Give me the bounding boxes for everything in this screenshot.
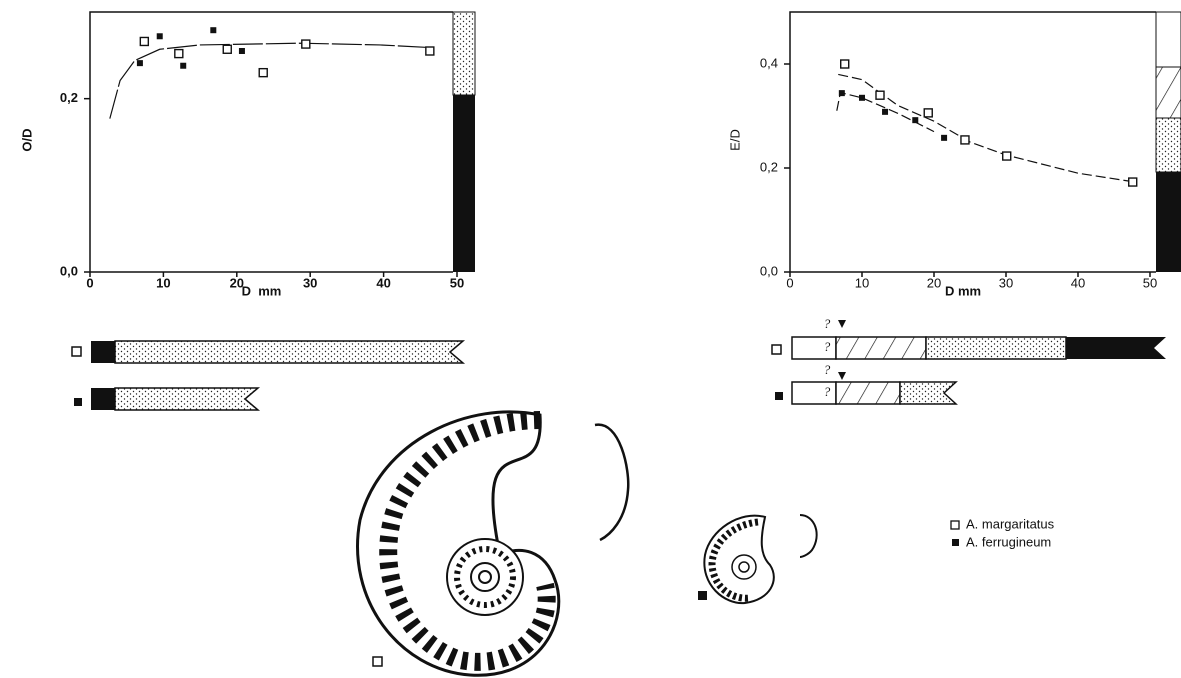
axis-frame (789, 11, 1156, 273)
x-axis-label: D mm (945, 283, 981, 298)
x-tick-label: 20 (230, 275, 244, 290)
point (912, 117, 919, 124)
legend-label: A. margaritatus (966, 516, 1055, 531)
x-tick-label: 50 (450, 275, 464, 290)
axis-frame (89, 11, 453, 273)
x-tick-label: 50 (1143, 275, 1157, 290)
ammonite-large (356, 410, 630, 677)
point (174, 48, 184, 59)
y-tick-label: 0,2 (60, 90, 78, 105)
x-tick-label: 20 (927, 275, 941, 290)
annotation: ? (824, 316, 831, 331)
annotation: ? (824, 384, 831, 399)
y-tick-label: 0,0 (760, 263, 778, 278)
point (840, 59, 850, 69)
point (425, 46, 435, 56)
point (941, 134, 948, 141)
point (180, 62, 187, 69)
point (156, 33, 163, 40)
x-tick-label: 0 (786, 275, 793, 290)
point (210, 27, 217, 34)
x-tick-label: 30 (303, 275, 317, 290)
x-tick-label: 40 (1071, 275, 1085, 290)
range-bars-left (71, 340, 466, 411)
fit-curve (109, 42, 430, 119)
point (875, 90, 885, 100)
y-axis-label: E/D (727, 129, 742, 151)
fit-curve (838, 73, 1129, 182)
point (923, 108, 933, 118)
point (258, 67, 268, 78)
point (139, 36, 150, 47)
y-tick-label: 0,4 (760, 55, 778, 70)
x-axis-label: D mm (242, 283, 282, 298)
point (882, 108, 889, 115)
point (838, 90, 845, 97)
annotation: ? (824, 362, 831, 377)
legend: A. margaritatus A. ferrugineum (950, 516, 1055, 549)
point (960, 135, 970, 145)
y-tick-label: 0,0 (60, 263, 78, 278)
fit-curve (836, 91, 935, 133)
point (222, 44, 232, 54)
point (136, 60, 143, 67)
x-tick-label: 0 (86, 275, 93, 290)
legend-label: A. ferrugineum (966, 534, 1051, 549)
strat-column (452, 11, 1181, 272)
point (301, 39, 311, 49)
range-bars-right (771, 320, 1166, 405)
ammonite-small (698, 514, 818, 605)
x-tick-label: 10 (855, 275, 869, 290)
point (1002, 151, 1012, 161)
x-tick-label: 10 (156, 275, 170, 290)
point (1128, 177, 1138, 187)
point (238, 48, 245, 54)
y-tick-label: 0,2 (760, 159, 778, 174)
point (859, 94, 865, 101)
x-tick-label: 30 (999, 275, 1013, 290)
y-axis-label: O/D (19, 128, 34, 151)
annotation: ? (824, 339, 831, 354)
x-tick-label: 40 (376, 275, 390, 290)
